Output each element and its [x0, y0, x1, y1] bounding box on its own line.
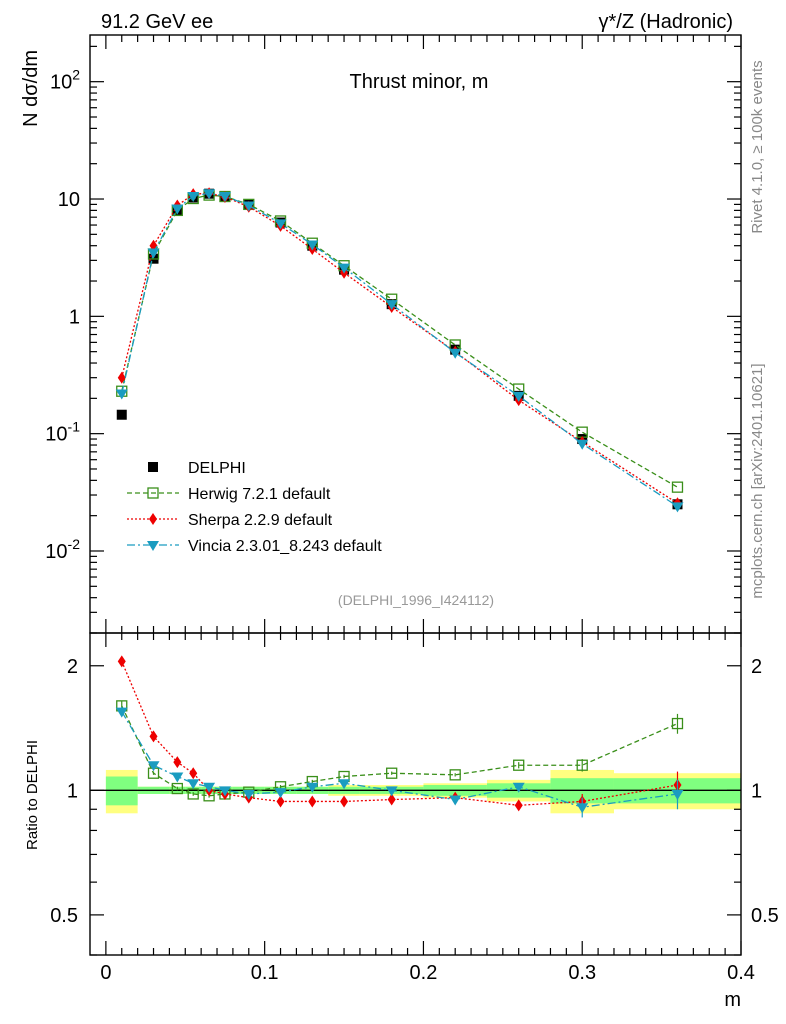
data-point [671, 502, 684, 513]
mcplots-label: mcplots.cern.ch [arXiv:2401.10621] [749, 363, 766, 598]
ratio-y-tick-label-right: 0.5 [751, 905, 779, 927]
y-axis-label-ratio: Ratio to DELPHI [24, 740, 41, 850]
ratio-point [171, 782, 183, 795]
ratio-point [274, 788, 287, 799]
data-point [512, 391, 525, 402]
ratio-point [218, 786, 231, 797]
ratio-y-tick-label: 0.5 [50, 905, 78, 927]
ratio-point [671, 789, 684, 800]
x-tick-label: 0.4 [727, 962, 755, 984]
y-tick-label: 102 [50, 67, 80, 94]
main-title: Thrust minor, m [350, 71, 489, 93]
data-point [147, 248, 160, 259]
data-point [671, 481, 684, 493]
data-point [576, 439, 589, 450]
ratio-point [512, 782, 525, 793]
data-point [242, 201, 255, 212]
data-point [306, 240, 319, 251]
ratio-point [276, 795, 285, 808]
ratio-point [117, 655, 126, 668]
ratio-point [338, 779, 351, 790]
x-tick-label: 0.2 [410, 962, 438, 984]
ratio-point [149, 730, 158, 743]
ratio-point [115, 707, 128, 718]
legend-label: DELPHI [188, 460, 246, 477]
ratio-point [671, 717, 684, 730]
data-point [218, 192, 231, 203]
header-right: γ*/Z (Hadronic) [599, 11, 733, 33]
data-point [449, 348, 462, 359]
legend-marker [147, 487, 159, 499]
data-point [385, 300, 398, 311]
ratio-y-tick-label-right: 2 [751, 656, 762, 678]
x-tick-label: 0 [100, 962, 111, 984]
watermark: (DELPHI_1996_I424112) [338, 592, 494, 608]
legend-marker [148, 462, 158, 472]
ratio-point [203, 782, 216, 793]
legend-label: Sherpa 2.2.9 default [188, 512, 333, 529]
legend-label: Vincia 2.3.01_8.243 default [188, 538, 382, 555]
x-tick-label: 0.3 [568, 962, 596, 984]
ratio-point [187, 779, 200, 790]
header-left: 91.2 GeV ee [101, 11, 213, 33]
ratio-point [449, 769, 461, 781]
ratio-point [306, 782, 319, 793]
ratio-point [386, 767, 398, 779]
ratio-point [576, 803, 589, 814]
series-line-2 [121, 192, 678, 504]
ratio-point [147, 761, 160, 772]
data-point [115, 389, 128, 400]
y-tick-label: 10-1 [45, 419, 80, 446]
x-tick-label: 0.1 [251, 962, 279, 984]
legend-marker [149, 513, 157, 525]
data-point [203, 189, 216, 200]
series-line-1 [121, 194, 678, 488]
data-point [117, 371, 126, 384]
ratio-frame [89, 632, 742, 956]
ratio-point [171, 772, 184, 783]
ratio-point [387, 793, 396, 806]
ratio-point [189, 767, 198, 780]
ratio-y-tick-label: 1 [67, 780, 78, 802]
ratio-y-tick-label: 2 [67, 656, 78, 678]
ratio-y-tick-label-right: 1 [751, 780, 762, 802]
x-axis-label: m [724, 989, 741, 1011]
y-tick-label: 10-2 [45, 536, 80, 563]
ratio-point [576, 759, 588, 771]
ratio-point [173, 756, 182, 769]
ratio-point [513, 759, 525, 771]
y-tick-label: 10 [58, 189, 80, 211]
ratio-point [340, 795, 349, 808]
ratio-point [514, 799, 523, 812]
y-axis-label-main: N dσ/dm [20, 50, 42, 127]
ratio-line-1 [121, 661, 678, 806]
data-point [171, 204, 184, 215]
ratio-point [449, 795, 462, 806]
data-point [338, 263, 351, 274]
legend-label: Herwig 7.2.1 default [188, 486, 331, 503]
ratio-point [385, 786, 398, 797]
ratio-point [242, 789, 255, 800]
data-point [187, 192, 200, 203]
legend-marker [147, 541, 159, 551]
data-point [274, 219, 287, 230]
ratio-point [308, 795, 317, 808]
rivet-label: Rivet 4.1.0, ≥ 100k events [749, 60, 766, 233]
data-point [116, 409, 127, 420]
y-tick-label: 1 [69, 306, 80, 328]
